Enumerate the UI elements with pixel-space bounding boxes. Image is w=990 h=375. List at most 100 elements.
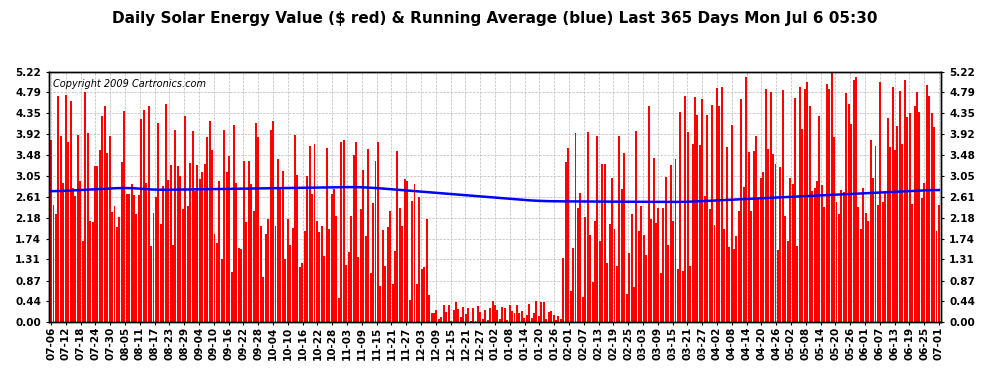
Bar (669, 165, 671, 322)
Bar (506, 320, 508, 322)
Bar (77, 135, 79, 322)
Bar (842, 192, 844, 322)
Bar (141, 119, 143, 322)
Bar (914, 106, 916, 322)
Bar (226, 172, 228, 322)
Bar (462, 306, 464, 322)
Bar (521, 311, 523, 322)
Bar (879, 82, 881, 322)
Bar (55, 214, 57, 322)
Bar (552, 315, 554, 322)
Bar (897, 126, 899, 322)
Bar (101, 116, 103, 322)
Bar (138, 195, 140, 322)
Bar (636, 131, 638, 322)
Bar (367, 149, 369, 322)
Bar (582, 297, 584, 322)
Bar (131, 184, 133, 322)
Bar (729, 248, 731, 322)
Bar (742, 188, 744, 322)
Bar (82, 241, 84, 322)
Bar (477, 306, 479, 322)
Bar (394, 251, 396, 322)
Bar (338, 298, 340, 322)
Bar (87, 133, 89, 322)
Bar (684, 96, 686, 322)
Bar (901, 144, 903, 322)
Bar (777, 250, 779, 322)
Bar (201, 172, 203, 322)
Bar (889, 147, 891, 322)
Bar (155, 197, 157, 322)
Bar (287, 219, 289, 322)
Bar (638, 231, 640, 322)
Bar (574, 134, 576, 322)
Bar (504, 308, 506, 322)
Bar (267, 219, 269, 322)
Bar (484, 310, 486, 322)
Bar (857, 207, 859, 322)
Bar (572, 248, 574, 322)
Bar (428, 295, 430, 322)
Bar (579, 193, 581, 322)
Bar (236, 183, 238, 322)
Bar (311, 194, 313, 322)
Bar (660, 273, 662, 322)
Bar (824, 207, 826, 322)
Bar (246, 222, 248, 322)
Bar (143, 110, 145, 322)
Bar (762, 172, 764, 322)
Bar (931, 113, 933, 322)
Bar (511, 310, 513, 322)
Bar (384, 266, 386, 322)
Bar (124, 111, 125, 322)
Bar (662, 207, 664, 322)
Bar (645, 255, 647, 322)
Bar (587, 132, 589, 322)
Bar (94, 166, 96, 322)
Bar (443, 304, 445, 322)
Bar (262, 277, 264, 322)
Bar (860, 230, 862, 322)
Bar (74, 196, 76, 322)
Bar (733, 249, 735, 322)
Bar (289, 244, 291, 322)
Bar (284, 259, 286, 322)
Bar (594, 220, 596, 322)
Bar (324, 256, 326, 322)
Bar (545, 320, 547, 322)
Bar (357, 258, 359, 322)
Bar (452, 310, 454, 322)
Bar (831, 72, 833, 322)
Bar (555, 320, 557, 322)
Bar (426, 219, 428, 322)
Bar (257, 137, 259, 322)
Bar (279, 187, 281, 322)
Bar (364, 236, 366, 322)
Bar (792, 184, 794, 322)
Bar (116, 227, 118, 322)
Bar (629, 254, 630, 322)
Bar (606, 263, 608, 322)
Bar (726, 147, 728, 322)
Bar (852, 80, 854, 322)
Bar (806, 82, 808, 322)
Bar (282, 171, 284, 322)
Bar (389, 211, 391, 322)
Bar (238, 248, 240, 322)
Bar (911, 204, 913, 322)
Bar (269, 130, 271, 322)
Bar (489, 308, 491, 322)
Bar (272, 121, 274, 322)
Bar (679, 112, 681, 322)
Bar (526, 315, 528, 322)
Bar (797, 246, 798, 322)
Bar (233, 125, 235, 322)
Bar (643, 235, 644, 322)
Bar (326, 148, 328, 322)
Bar (277, 159, 279, 322)
Bar (192, 131, 193, 322)
Bar (221, 259, 223, 322)
Bar (146, 183, 148, 322)
Bar (314, 144, 316, 322)
